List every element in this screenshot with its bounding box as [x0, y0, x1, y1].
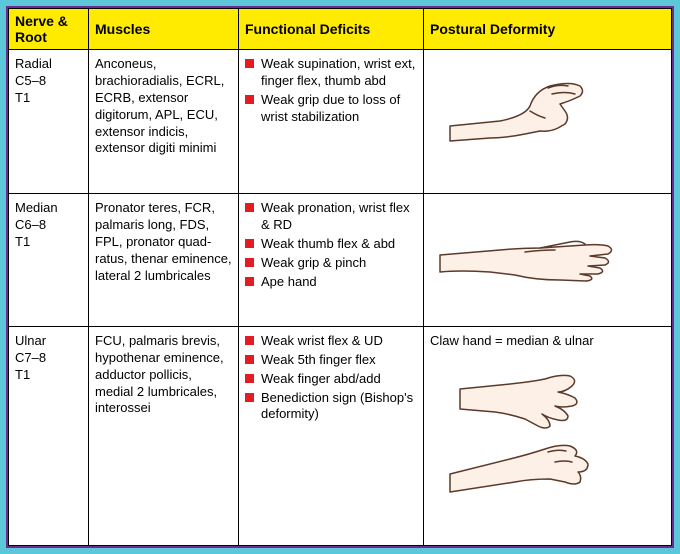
nerve-line: C6–8 [15, 217, 82, 234]
nerve-table: Nerve & Root Muscles Functional Deficits… [8, 8, 672, 546]
posture-label: Claw hand = median & ulnar [430, 333, 665, 350]
deficits-list: Weak wrist flex & UD Weak 5th finger fle… [245, 333, 417, 423]
ape-hand-icon [430, 200, 630, 290]
th-nerve: Nerve & Root [9, 9, 89, 50]
cell-posture [424, 194, 672, 327]
deficit-item: Weak 5th finger flex [245, 352, 417, 369]
nerve-line: C7–8 [15, 350, 82, 367]
deficit-item: Weak grip & pinch [245, 255, 417, 272]
wrist-drop-icon [430, 56, 610, 146]
page-frame: Nerve & Root Muscles Functional Deficits… [0, 0, 680, 554]
cell-deficits: Weak supination, wrist ext, finger flex,… [239, 50, 424, 194]
nerve-line: Median [15, 200, 82, 217]
cell-muscles: Anconeus, brachioradialis, ECRL, ECRB, e… [89, 50, 239, 194]
deficit-item: Weak supination, wrist ext, finger flex,… [245, 56, 417, 90]
th-muscles: Muscles [89, 9, 239, 50]
th-deficits: Functional Deficits [239, 9, 424, 50]
nerve-line: Radial [15, 56, 82, 73]
table-row: Radial C5–8 T1 Anconeus, brachioradialis… [9, 50, 672, 194]
cell-muscles: FCU, palmaris brevis, hypothenar eminenc… [89, 326, 239, 545]
table-header-row: Nerve & Root Muscles Functional Deficits… [9, 9, 672, 50]
nerve-line: C5–8 [15, 73, 82, 90]
cell-nerve: Radial C5–8 T1 [9, 50, 89, 194]
deficit-item: Weak thumb flex & abd [245, 236, 417, 253]
deficit-item: Weak wrist flex & UD [245, 333, 417, 350]
cell-posture [424, 50, 672, 194]
cell-deficits: Weak wrist flex & UD Weak 5th finger fle… [239, 326, 424, 545]
deficits-list: Weak pronation, wrist flex & RD Weak thu… [245, 200, 417, 290]
cell-deficits: Weak pronation, wrist flex & RD Weak thu… [239, 194, 424, 327]
deficits-list: Weak supination, wrist ext, finger flex,… [245, 56, 417, 126]
cell-nerve: Median C6–8 T1 [9, 194, 89, 327]
nerve-line: T1 [15, 367, 82, 384]
deficit-item: Ape hand [245, 274, 417, 291]
table-container: Nerve & Root Muscles Functional Deficits… [6, 6, 674, 548]
deficit-item: Weak grip due to loss of wrist stabiliza… [245, 92, 417, 126]
deficit-item: Weak pronation, wrist flex & RD [245, 200, 417, 234]
table-row: Median C6–8 T1 Pronator teres, FCR, palm… [9, 194, 672, 327]
cell-nerve: Ulnar C7–8 T1 [9, 326, 89, 545]
th-posture: Postural Deformity [424, 9, 672, 50]
cell-muscles: Pronator teres, FCR, palmaris long, FDS,… [89, 194, 239, 327]
nerve-line: T1 [15, 90, 82, 107]
table-row: Ulnar C7–8 T1 FCU, palmaris brevis, hypo… [9, 326, 672, 545]
claw-hand-icon [430, 354, 630, 494]
deficit-item: Weak finger abd/add [245, 371, 417, 388]
cell-posture: Claw hand = median & ulnar [424, 326, 672, 545]
nerve-line: Ulnar [15, 333, 82, 350]
nerve-line: T1 [15, 234, 82, 251]
deficit-item: Benediction sign (Bishop's deformity) [245, 390, 417, 424]
